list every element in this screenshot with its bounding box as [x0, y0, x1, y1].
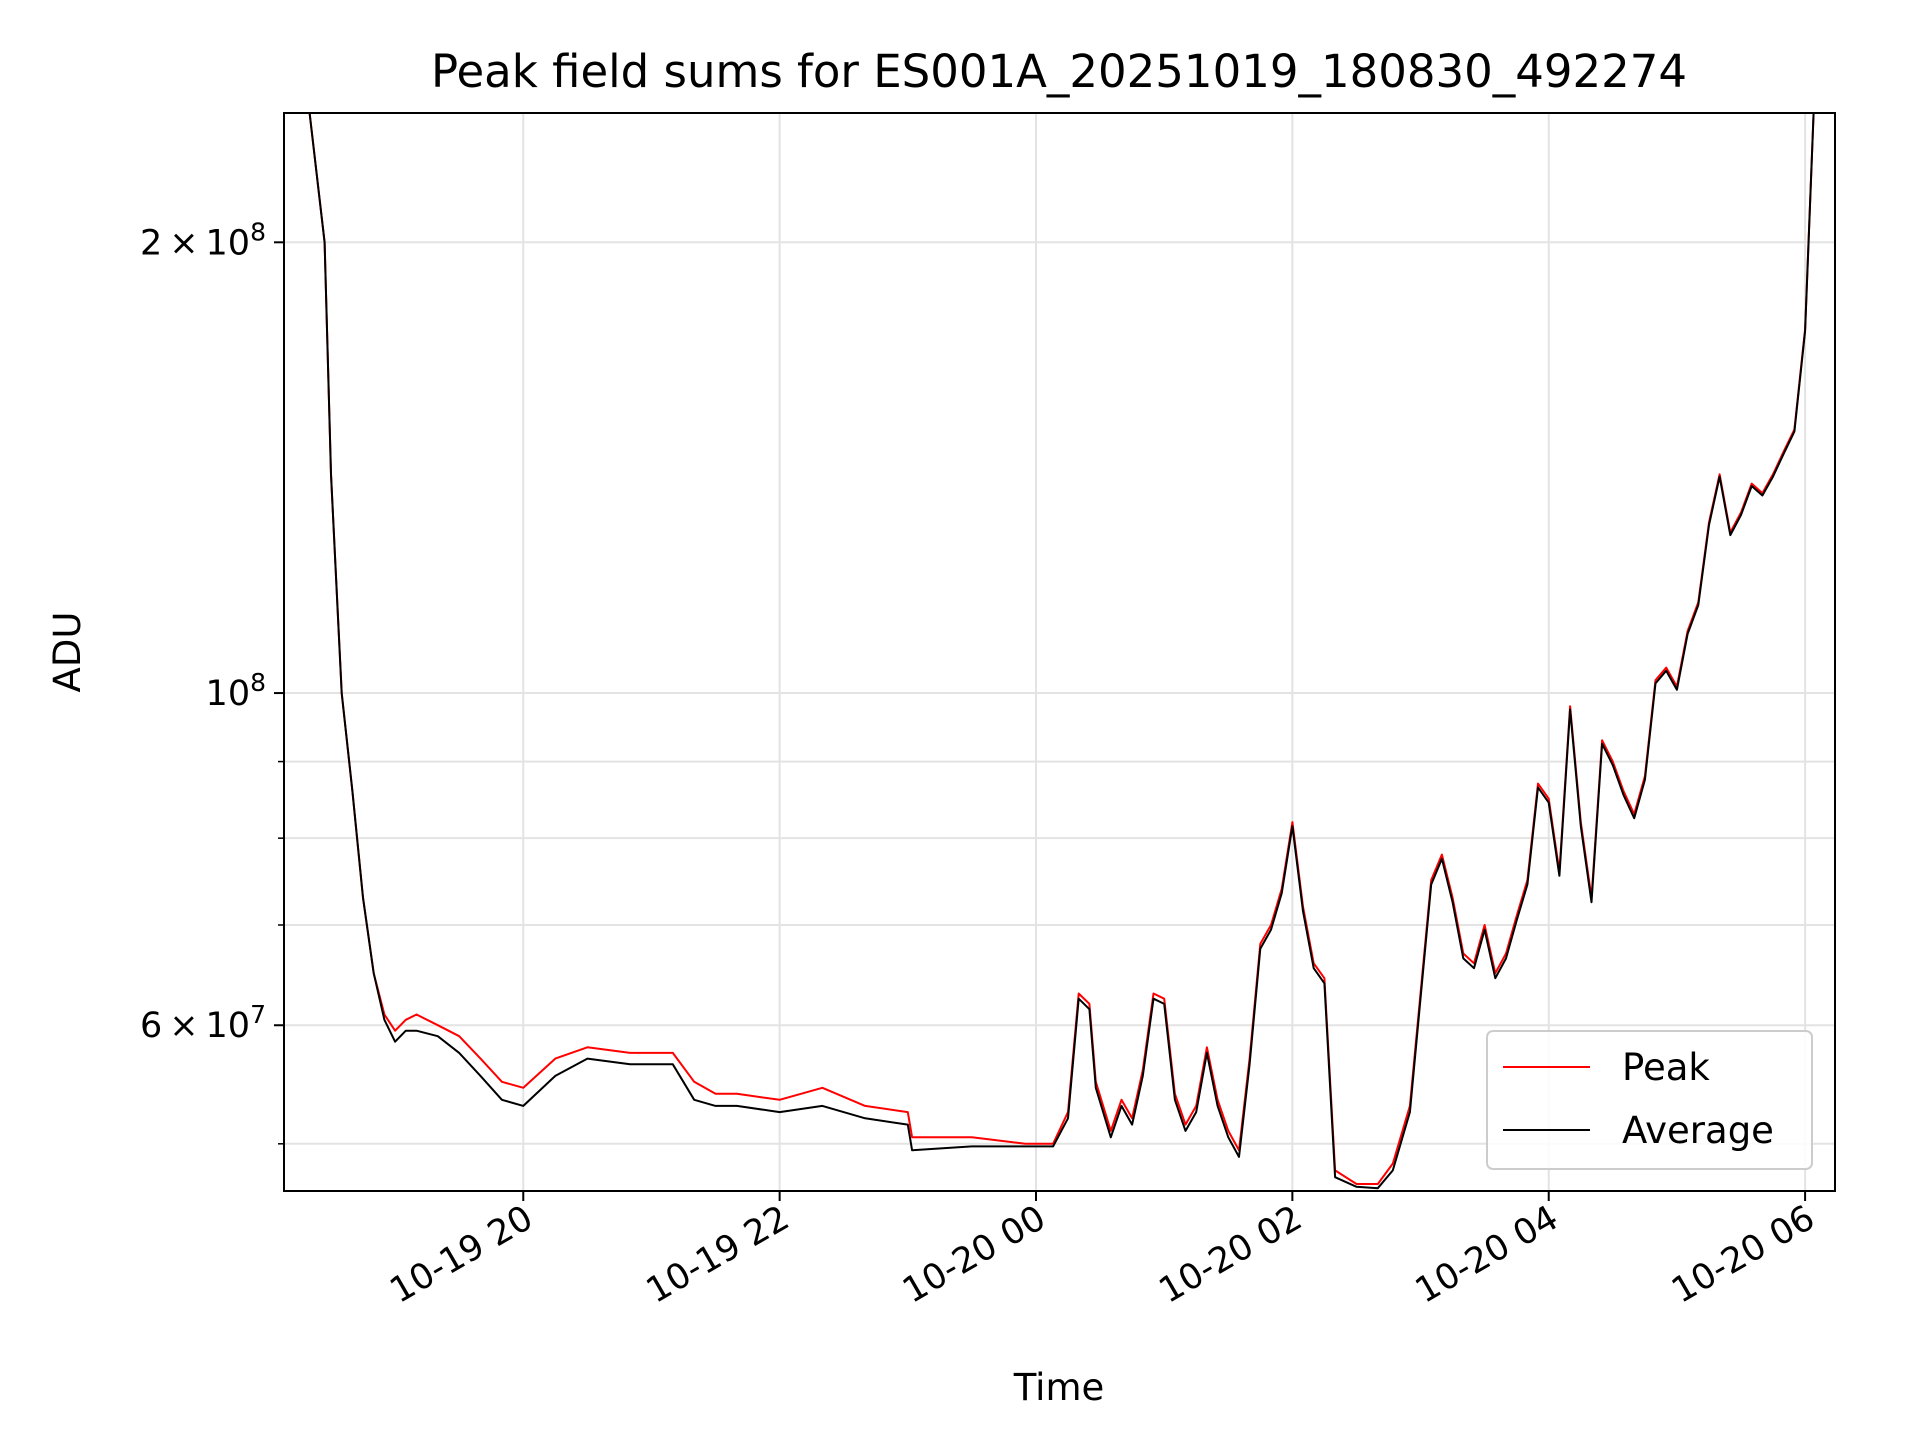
plot-frame — [283, 112, 1836, 1192]
plot-lines — [284, 113, 1815, 1190]
legend-label-average: Average — [1622, 1109, 1774, 1152]
y-tick-label-0: 2 × 108 — [140, 217, 266, 263]
y-tick-label-1: 108 — [206, 668, 266, 714]
x-axis-label: Time — [1013, 1366, 1105, 1409]
y-axis: 2 × 108 108 6 × 107 — [140, 217, 284, 1145]
legend-label-peak: Peak — [1622, 1046, 1710, 1089]
legend: Peak Average — [1486, 1030, 1813, 1170]
chart-title: Peak field sums for ES001A_20251019_1808… — [431, 45, 1687, 98]
y-tick-label-2: 6 × 107 — [140, 1000, 266, 1046]
y-axis-label: ADU — [46, 612, 89, 693]
legend-box — [1486, 1030, 1813, 1170]
series-line-average — [284, 113, 1815, 1190]
